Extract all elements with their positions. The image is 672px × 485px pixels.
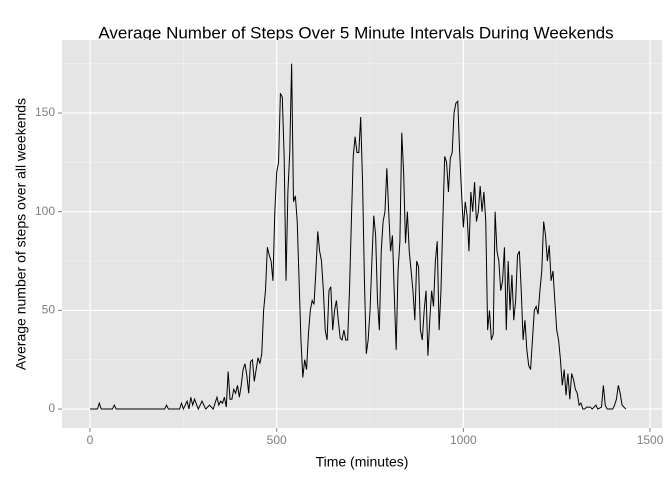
y-tick-label: 150: [35, 105, 55, 119]
data-line: [90, 63, 627, 411]
y-tick-label: 0: [48, 401, 55, 415]
chart-title: Average Number of Steps Over 5 Minute In…: [98, 23, 613, 42]
x-tick-label: 0: [87, 433, 94, 447]
x-tick-label: 500: [267, 433, 287, 447]
x-tick-label: 1500: [637, 433, 664, 447]
x-axis-label: Time (minutes): [316, 454, 409, 470]
plot-panel: [62, 40, 662, 428]
y-tick-label: 50: [42, 303, 56, 317]
y-tick-label: 100: [35, 204, 55, 218]
x-tick-label: 1000: [450, 433, 477, 447]
y-axis-label: Average number of steps over all weekend…: [13, 98, 29, 370]
